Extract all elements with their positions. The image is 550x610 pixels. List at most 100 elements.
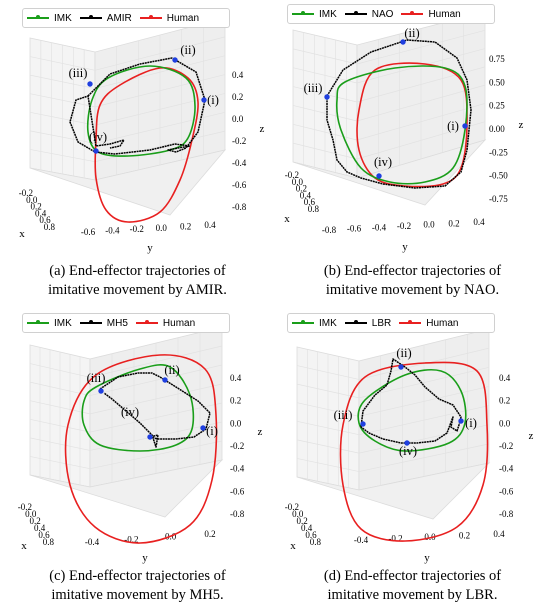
via-point-label: (i) bbox=[206, 424, 218, 438]
x-tick-label: 0.8 bbox=[44, 222, 56, 232]
plot-c: -0.20.00.20.40.60.8x -0.4 -0.2 0.0 0.2y0.40.… bbox=[18, 326, 263, 564]
via-point-marker bbox=[458, 418, 464, 424]
legend-label: IMK bbox=[54, 317, 72, 329]
y-tick-label: -0.2 bbox=[124, 534, 138, 544]
via-point-marker bbox=[98, 388, 104, 394]
x-tick-label: 0.2 bbox=[31, 202, 42, 212]
via-point-marker bbox=[162, 377, 168, 383]
panel-b: -0.2 0.0 0.2 0.4 0.6 0.8 x -0.8 -0.6 -0.4 -0.2 0.0 0… bbox=[275, 0, 550, 305]
z-tick-label: 0.2 bbox=[230, 396, 241, 406]
via-point-marker bbox=[93, 148, 99, 154]
y-tick-label: 0.2 bbox=[448, 218, 459, 228]
z-tick-label: -0.4 bbox=[499, 464, 514, 474]
via-point-marker bbox=[462, 123, 468, 129]
x-tick-label: -0.2 bbox=[285, 502, 299, 512]
legend-label: AMIR bbox=[106, 12, 132, 24]
x-tick-label: 0.4 bbox=[300, 190, 312, 200]
legend-label: MH5 bbox=[106, 317, 128, 329]
x-tick-label: 0.6 bbox=[38, 530, 50, 540]
y-tick-label: -0.6 bbox=[347, 224, 362, 234]
caption: (a) End-effector trajectories of imitati… bbox=[0, 262, 275, 300]
via-point-marker bbox=[324, 94, 330, 100]
series-mh5 bbox=[99, 372, 211, 448]
x-tick-label: 0.6 bbox=[305, 530, 317, 540]
z-tick-label: -0.2 bbox=[232, 136, 246, 146]
via-point-marker bbox=[147, 434, 153, 440]
z-tick-label: -0.4 bbox=[230, 464, 245, 474]
y-axis-label: y bbox=[402, 241, 408, 253]
z-tick-label: -0.2 bbox=[230, 441, 244, 451]
caption-line-2: imitative movement by NAO. bbox=[325, 282, 500, 298]
via-point-marker bbox=[400, 39, 406, 45]
z-tick-label: -0.6 bbox=[230, 486, 245, 496]
y-tick-label: 0.0 bbox=[156, 223, 168, 233]
z-tick-label: 0.25 bbox=[489, 101, 505, 111]
via-point-label: (iii) bbox=[304, 81, 323, 95]
x-axis-label: x bbox=[21, 540, 27, 552]
via-point-label: (iii) bbox=[69, 66, 88, 80]
via-point-marker bbox=[360, 421, 366, 427]
x-tick-label: -0.2 bbox=[18, 502, 32, 512]
z-tick-label: 0.4 bbox=[232, 70, 244, 80]
x-tick-label: 0.0 bbox=[25, 509, 37, 519]
series-human bbox=[94, 67, 199, 223]
via-point-label: (iii) bbox=[334, 408, 353, 422]
caption-line-1: (d) End-effector trajectories of bbox=[323, 568, 502, 584]
via-point-label: (iv) bbox=[374, 155, 392, 169]
x-tick-label: 0.0 bbox=[292, 509, 304, 519]
caption-line-2: imitative movement by LBR. bbox=[327, 587, 498, 603]
via-point-label: (ii) bbox=[404, 26, 419, 40]
y-tick-label: -0.4 bbox=[372, 222, 387, 232]
via-point-label: (i) bbox=[207, 93, 219, 107]
caption-line-1: (c) End-effector trajectories of bbox=[49, 568, 226, 584]
x-tick-label: 0.8 bbox=[308, 204, 320, 214]
y-tick-label: 0.0 bbox=[423, 220, 435, 230]
z-tick-label: 0.50 bbox=[489, 77, 505, 87]
legend-item-human: Human bbox=[401, 8, 461, 20]
y-tick-label: -0.2 bbox=[130, 224, 144, 234]
legend-label: Human bbox=[426, 317, 459, 329]
x-tick-label: 0.2 bbox=[296, 184, 307, 194]
via-point-label: (ii) bbox=[164, 363, 179, 377]
x-axis-label: x bbox=[284, 213, 290, 225]
x-tick-label: 0.8 bbox=[43, 537, 55, 547]
legend-item-imk: IMK bbox=[292, 9, 337, 20]
legend: IMK NAO Human bbox=[287, 4, 495, 24]
legend: IMK MH5 Human bbox=[22, 313, 230, 333]
via-point-label: (iii) bbox=[87, 371, 106, 385]
plot-b: -0.20.00.20.40.60.8x-0.8 -0.6 -0.4 -0.2 0.0 0… bbox=[284, 11, 524, 253]
z-tick-label: 0.4 bbox=[230, 373, 242, 383]
x-tick-label: 0.6 bbox=[39, 215, 51, 225]
legend: IMK LBR Human bbox=[287, 313, 495, 333]
caption: (d) End-effector trajectories of imitati… bbox=[275, 567, 550, 605]
caption-line-1: (b) End-effector trajectories of bbox=[323, 263, 502, 279]
caption: (b) End-effector trajectories of imitati… bbox=[275, 262, 550, 300]
via-point-marker bbox=[200, 425, 206, 431]
legend-item-imk: IMK bbox=[27, 13, 72, 24]
z-axis-label: z bbox=[519, 119, 524, 131]
x-tick-label: -0.2 bbox=[285, 170, 299, 180]
legend-item-human: Human bbox=[399, 318, 458, 329]
z-tick-label: 0.4 bbox=[499, 373, 511, 383]
x-tick-label: 0.2 bbox=[30, 516, 41, 526]
series-imk bbox=[81, 364, 195, 452]
legend-label: NAO bbox=[371, 8, 394, 20]
x-axis-label: x bbox=[19, 228, 25, 240]
y-tick-label: -0.4 bbox=[354, 535, 369, 545]
via-point-label: (ii) bbox=[396, 346, 411, 360]
via-point-marker bbox=[201, 97, 207, 103]
legend-label: IMK bbox=[54, 12, 72, 24]
y-axis-label: y bbox=[142, 552, 148, 564]
legend-label: Human bbox=[428, 8, 461, 20]
x-tick-label: 0.2 bbox=[297, 516, 308, 526]
z-tick-label: -0.8 bbox=[230, 509, 245, 519]
y-tick-label: 0.2 bbox=[204, 529, 215, 539]
y-axis-label: y bbox=[147, 242, 153, 254]
z-axis-label: z bbox=[258, 426, 263, 438]
caption-line-1: (a) End-effector trajectories of bbox=[49, 263, 226, 279]
legend-item-robot: LBR bbox=[344, 317, 392, 329]
legend-item-imk: IMK bbox=[292, 318, 337, 329]
z-tick-label: -0.8 bbox=[499, 509, 514, 519]
x-axis-label: x bbox=[290, 540, 296, 552]
legend-label: LBR bbox=[371, 317, 392, 329]
